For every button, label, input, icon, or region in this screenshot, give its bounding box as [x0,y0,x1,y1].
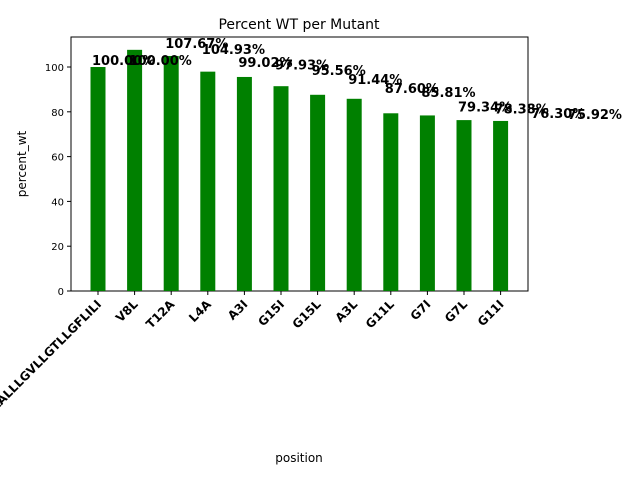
bar [310,94,326,291]
y-tick-label: 0 [58,287,64,298]
bar-annotation: 78.38% [495,102,549,117]
y-tick-label: 20 [51,242,64,253]
y-tick-label: 60 [51,153,64,164]
x-tick-label: LLLALLLGVLLGTLLGFLILI [0,297,104,424]
bar [383,113,399,291]
bar-annotation: 91.44% [348,73,402,88]
bar-annotation: 100.00% [92,54,155,69]
bar-annotation: 107.67% [165,37,228,52]
x-tick-label: G11L [363,297,397,331]
bar-annotation: 87.60% [385,82,439,97]
bar-annotation: 100.00% [129,54,192,69]
bar [200,71,216,291]
bar [127,49,143,291]
y-tick-label: 100 [45,63,64,74]
x-axis-label: position [275,451,323,465]
chart-title: Percent WT per Mutant [218,17,380,33]
bar [90,67,106,292]
x-tick-label: G15I [255,297,287,329]
bar [456,120,472,292]
y-tick-label: 80 [51,108,64,119]
x-tick-label: L4A [186,297,214,325]
bar [273,86,289,291]
y-tick-label: 40 [51,197,64,208]
x-tick-label: V8L [113,297,141,325]
bar [419,115,435,292]
bar-annotation: 95.56% [312,64,366,79]
x-tick-label: G7I [408,297,434,323]
x-tick-label: A3I [225,297,251,323]
bar [163,55,179,291]
y-axis-label: percent_wt [15,130,29,197]
x-tick-label: G15L [290,297,324,331]
bar [236,76,252,292]
x-tick-label: G7L [442,297,470,325]
x-tick-label: G11I [475,297,507,329]
x-tick-label: T12A [143,297,178,332]
bar-annotation: 85.81% [421,86,475,101]
plot-frame [70,36,529,292]
bar-annotation: 75.92% [568,108,622,123]
bar-annotation: 99.02% [238,56,292,71]
bar-annotation: 104.93% [202,43,265,58]
bar [493,120,509,291]
bar-annotation: 79.34% [458,100,512,115]
x-tick-label: A3L [333,297,361,325]
bar-annotation: 97.93% [275,59,329,74]
bar [346,98,362,292]
bar-annotation: 76.30% [531,107,585,122]
